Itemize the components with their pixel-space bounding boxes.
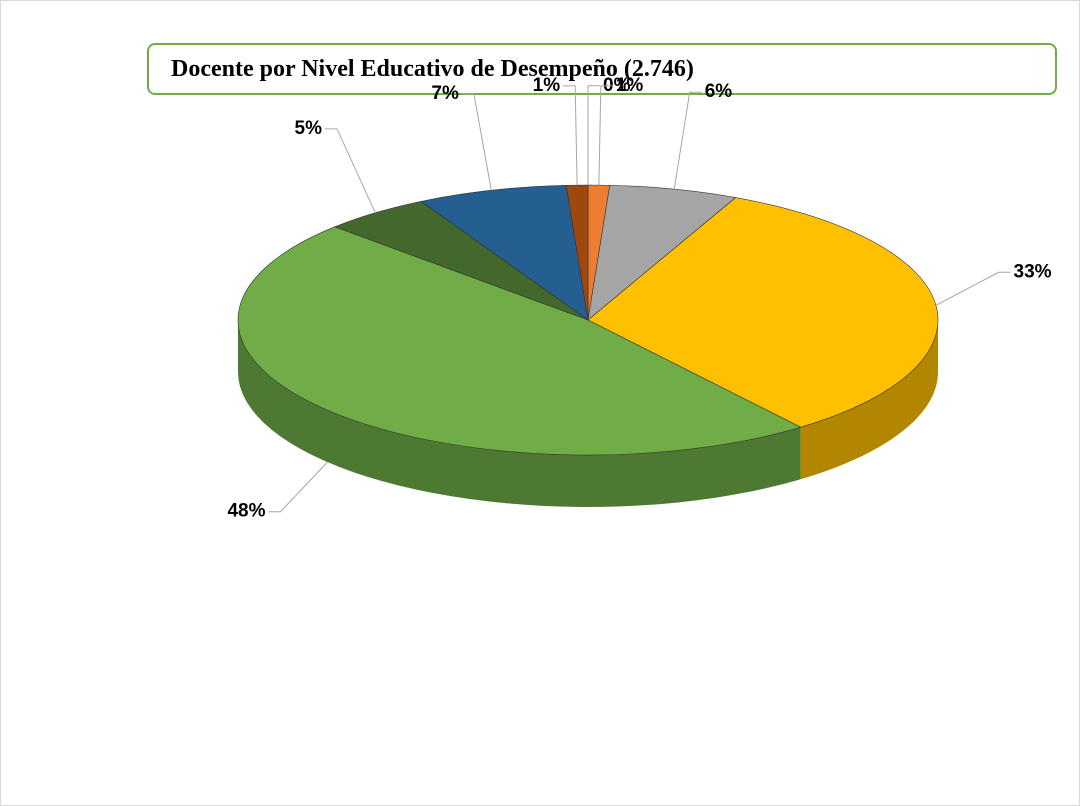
leader-line [325, 128, 376, 213]
data-label: 1% [616, 75, 644, 96]
pie-slice [237, 226, 802, 456]
leader-line [563, 85, 578, 186]
pie-side [238, 320, 801, 507]
data-label: 33% [1014, 261, 1052, 282]
data-label: 0% [603, 75, 631, 96]
data-label: 1% [533, 75, 561, 96]
pie-slice [587, 184, 737, 321]
leader-line [587, 85, 600, 185]
data-label: 6% [705, 81, 733, 102]
leader-line [673, 91, 702, 190]
data-label: 48% [227, 501, 265, 522]
leader-line [268, 461, 328, 513]
chart-title: Docente por Nivel Educativo de Desempeño… [147, 43, 1057, 95]
leader-line [935, 271, 1011, 306]
data-label: 7% [431, 83, 459, 104]
pie-side [800, 320, 938, 480]
pie-slice [587, 197, 939, 428]
leader-line [598, 85, 613, 186]
leader-line [461, 93, 492, 191]
data-label: 5% [295, 118, 323, 139]
